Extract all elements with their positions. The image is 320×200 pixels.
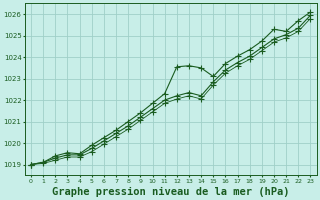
X-axis label: Graphe pression niveau de la mer (hPa): Graphe pression niveau de la mer (hPa) <box>52 186 290 197</box>
